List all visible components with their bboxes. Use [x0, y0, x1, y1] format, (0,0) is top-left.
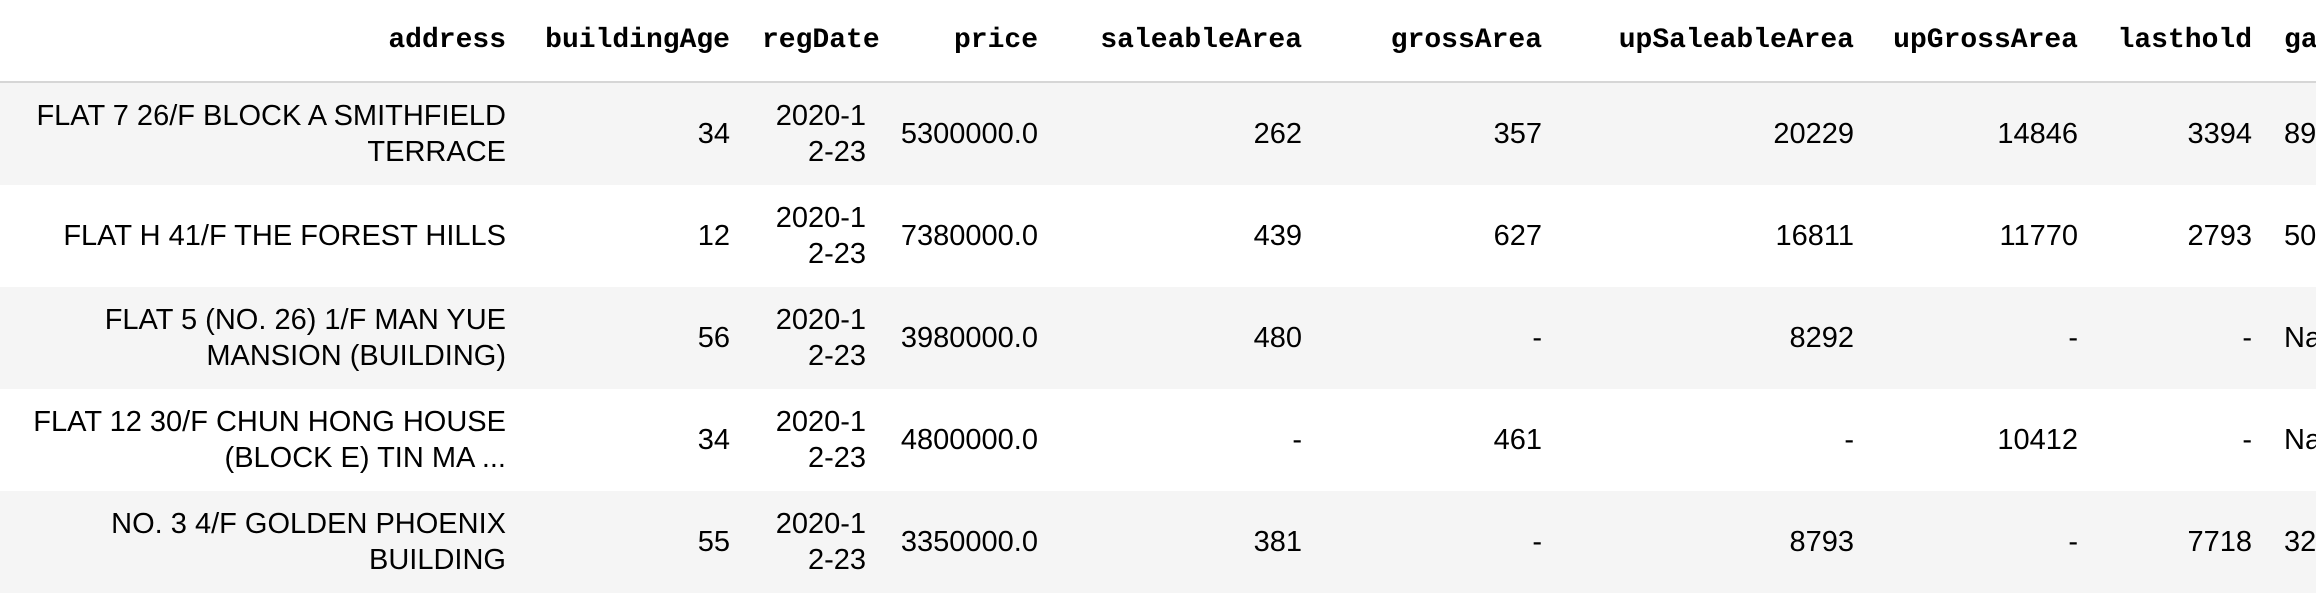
cell-upsaleablearea: 8292 — [1574, 287, 1886, 389]
cell-upgrossarea: 14846 — [1886, 82, 2110, 185]
cell-price: 7380000.0 — [900, 220, 1038, 252]
table-row: FLAT H 41/F THE FOREST HILLS 12 2020-12-… — [0, 185, 2316, 287]
cell-upgrossarea: 10412 — [1997, 424, 2078, 456]
cell-lasthold: 7718 — [2110, 491, 2284, 593]
cell-upsaleablearea: 20229 — [1574, 82, 1886, 185]
cell-saleablearea: 262 — [1070, 82, 1334, 185]
cell-grossarea: 627 — [1493, 220, 1542, 252]
cell-regdate: 2020-12-23 — [775, 202, 866, 270]
cell-upgrossarea: - — [1886, 287, 2110, 389]
cell-regdate: 2020-12-23 — [762, 287, 898, 389]
cell-lasthold: 3394 — [2110, 82, 2284, 185]
cell-grossarea: - — [1334, 491, 1574, 593]
cell-price: 3980000.0 — [898, 287, 1070, 389]
cell-address: FLAT H 41/F THE FOREST HILLS — [63, 220, 506, 252]
cell-upsaleablearea: - — [1844, 424, 1854, 456]
cell-address: FLAT 5 (NO. 26) 1/F MAN YUE MANSION (BUI… — [0, 287, 538, 389]
table-row: FLAT 5 (NO. 26) 1/F MAN YUE MANSION (BUI… — [0, 287, 2316, 389]
table-row: FLAT 7 26/F BLOCK A SMITHFIELD TERRACE 3… — [0, 82, 2316, 185]
cell-address: NO. 3 4/F GOLDEN PHOENIX BUILDING — [0, 491, 538, 593]
table-body: FLAT 7 26/F BLOCK A SMITHFIELD TERRACE 3… — [0, 82, 2316, 593]
table-header: address buildingAge regDate price saleab… — [0, 0, 2316, 83]
cell-regdate: 2020-12-23 — [775, 406, 866, 474]
header-row: address buildingAge regDate price saleab… — [0, 0, 2316, 83]
cell-buildingage: 12 — [697, 220, 730, 252]
cell-buildingage: 34 — [697, 424, 730, 456]
cell-regdate: 2020-12-23 — [762, 491, 898, 593]
cell-gain: 329 — [2284, 491, 2316, 593]
cell-lasthold: 2793 — [2187, 220, 2252, 252]
cell-saleablearea: 439 — [1253, 220, 1302, 252]
column-header-buildingage: buildingAge — [538, 0, 762, 83]
column-header-saleablearea: saleableArea — [1070, 0, 1334, 83]
column-header-grossarea: grossArea — [1334, 0, 1574, 83]
column-header-upsaleablearea: upSaleableArea — [1574, 0, 1886, 83]
table-row: FLAT 12 30/F CHUN HONG HOUSE (BLOCK E) T… — [0, 389, 2316, 491]
column-header-upgrossarea: upGrossArea — [1886, 0, 2110, 83]
column-header-gain: gain — [2284, 0, 2316, 83]
column-header-regdate: regDate — [762, 0, 898, 83]
cell-gain: 50 — [2284, 220, 2316, 252]
cell-grossarea: 357 — [1334, 82, 1574, 185]
cell-upgrossarea: - — [1886, 491, 2110, 593]
cell-price: 4800000.0 — [900, 424, 1038, 456]
cell-lasthold: - — [2110, 287, 2284, 389]
cell-price: 3350000.0 — [898, 491, 1070, 593]
cell-saleablearea: 381 — [1070, 491, 1334, 593]
cell-upsaleablearea: 8793 — [1574, 491, 1886, 593]
cell-grossarea: 461 — [1493, 424, 1542, 456]
cell-price: 5300000.0 — [898, 82, 1070, 185]
cell-buildingage: 34 — [538, 82, 762, 185]
column-header-price: price — [898, 0, 1070, 83]
cell-address: FLAT 12 30/F CHUN HONG HOUSE (BLOCK E) T… — [33, 406, 506, 474]
column-header-lasthold: lasthold — [2110, 0, 2284, 83]
cell-saleablearea: - — [1292, 424, 1302, 456]
cell-address: FLAT 7 26/F BLOCK A SMITHFIELD TERRACE — [0, 82, 538, 185]
cell-lasthold: - — [2242, 424, 2252, 456]
cell-gain: NaN — [2284, 424, 2316, 456]
column-header-address: address — [0, 0, 538, 83]
cell-grossarea: - — [1334, 287, 1574, 389]
cell-gain: NaN — [2284, 287, 2316, 389]
cell-regdate: 2020-12-23 — [762, 82, 898, 185]
cell-upsaleablearea: 16811 — [1775, 220, 1855, 252]
cell-buildingage: 56 — [538, 287, 762, 389]
table-row: NO. 3 4/F GOLDEN PHOENIX BUILDING 55 202… — [0, 491, 2316, 593]
cell-saleablearea: 480 — [1070, 287, 1334, 389]
cell-buildingage: 55 — [538, 491, 762, 593]
cell-upgrossarea: 11770 — [1999, 220, 2079, 252]
cell-gain: 89 — [2284, 82, 2316, 185]
